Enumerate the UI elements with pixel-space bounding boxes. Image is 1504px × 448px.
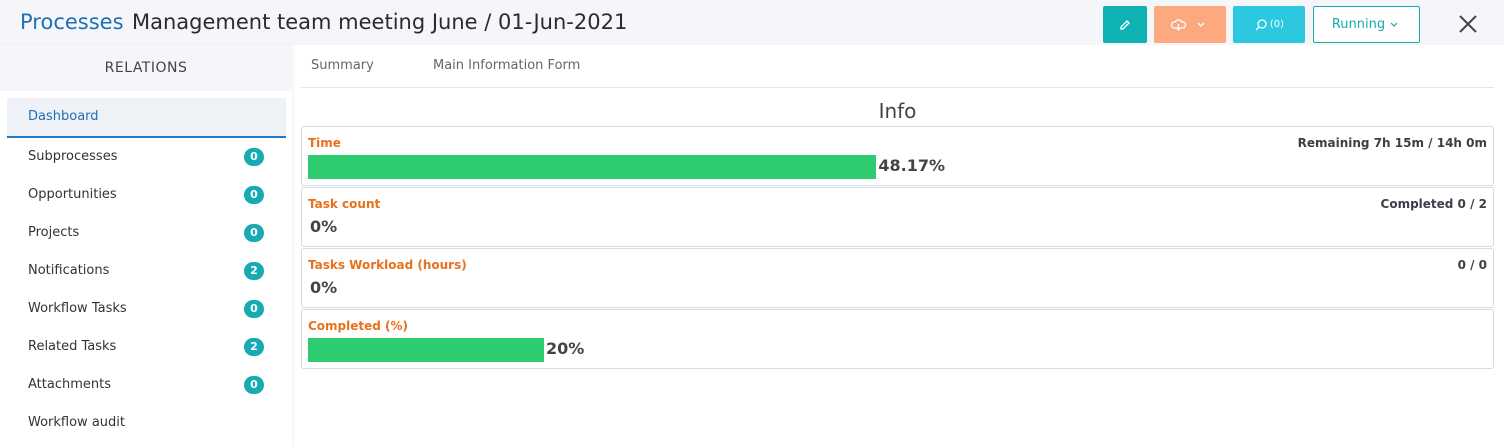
sidebar-title: RELATIONS: [0, 45, 292, 91]
sidebar-item[interactable]: Related Tasks 2: [7, 328, 286, 366]
count-badge: 0: [244, 300, 264, 318]
percent-label: 0%: [310, 217, 338, 236]
progress-bar: [308, 338, 544, 362]
metric-card: Time Remaining 7h 15m / 14h 0m 48.17%: [301, 126, 1494, 186]
item-label: Workflow audit: [28, 415, 125, 430]
info-title: Info: [878, 99, 917, 123]
percent-label: 48.17%: [878, 156, 946, 175]
item-label: Projects: [28, 225, 80, 240]
cloud-icon: [1170, 18, 1205, 31]
metric-label: Time: [308, 136, 341, 150]
status-button[interactable]: Running: [1313, 6, 1420, 43]
item-label: Workflow Tasks: [28, 301, 127, 316]
item-label: Subprocesses: [28, 149, 118, 164]
metric-card: Task count Completed 0 / 2 0%: [301, 187, 1494, 247]
metric-label: Completed (%): [308, 319, 409, 333]
percent-label: 0%: [310, 278, 338, 297]
item-label: Dashboard: [28, 109, 99, 124]
count-badge: 0: [244, 186, 264, 204]
metric-card: Completed (%) 20%: [301, 309, 1494, 369]
count-badge: 0: [244, 376, 264, 394]
caret: [1390, 22, 1398, 27]
edit-icon: [1120, 19, 1130, 30]
metric-label: Tasks Workload (hours): [308, 258, 467, 272]
comments-count: (0): [1269, 19, 1285, 30]
sidebar-item[interactable]: Notifications 2: [7, 252, 286, 290]
sidebar-item[interactable]: Workflow audit: [7, 404, 286, 442]
count-badge: 2: [244, 262, 264, 280]
count-badge: 0: [244, 224, 264, 242]
sidebar-item[interactable]: Opportunities 0: [7, 176, 286, 214]
tab-divider: [301, 87, 1494, 88]
sidebar-item[interactable]: Attachments 0: [7, 366, 286, 404]
tab[interactable]: Main Information Form: [433, 58, 581, 73]
page-title: Management team meeting June / 01-Jun-20…: [132, 10, 628, 34]
close-button[interactable]: [1458, 14, 1478, 34]
item-label: Related Tasks: [28, 339, 117, 354]
item-label: Attachments: [28, 377, 111, 392]
sidebar-item[interactable]: Workflow Tasks 0: [7, 290, 286, 328]
sidebar-item[interactable]: Dashboard: [7, 98, 286, 138]
sidebar-item[interactable]: Projects 0: [7, 214, 286, 252]
metric-detail: Completed 0 / 2: [1380, 197, 1487, 211]
status-label: Running: [1331, 17, 1386, 32]
item-label: Opportunities: [28, 187, 117, 202]
metric-detail: 0 / 0: [1457, 258, 1487, 272]
comment-icon: [1255, 18, 1267, 30]
sidebar-item[interactable]: Subprocesses 0: [7, 138, 286, 176]
edit-button[interactable]: [1103, 6, 1147, 43]
item-label: Notifications: [28, 263, 110, 278]
metric-label: Task count: [308, 197, 381, 211]
comments-button[interactable]: (0): [1233, 6, 1305, 43]
count-badge: 0: [244, 148, 264, 166]
metric-card: Tasks Workload (hours) 0 / 0 0%: [301, 248, 1494, 308]
tab[interactable]: Summary: [311, 58, 374, 73]
progress-bar: [308, 155, 877, 179]
metric-detail: Remaining 7h 15m / 14h 0m: [1297, 136, 1487, 150]
section-link[interactable]: Processes: [20, 10, 124, 34]
count-badge: 2: [244, 338, 264, 356]
cloud-button[interactable]: [1154, 6, 1226, 43]
percent-label: 20%: [546, 339, 585, 358]
